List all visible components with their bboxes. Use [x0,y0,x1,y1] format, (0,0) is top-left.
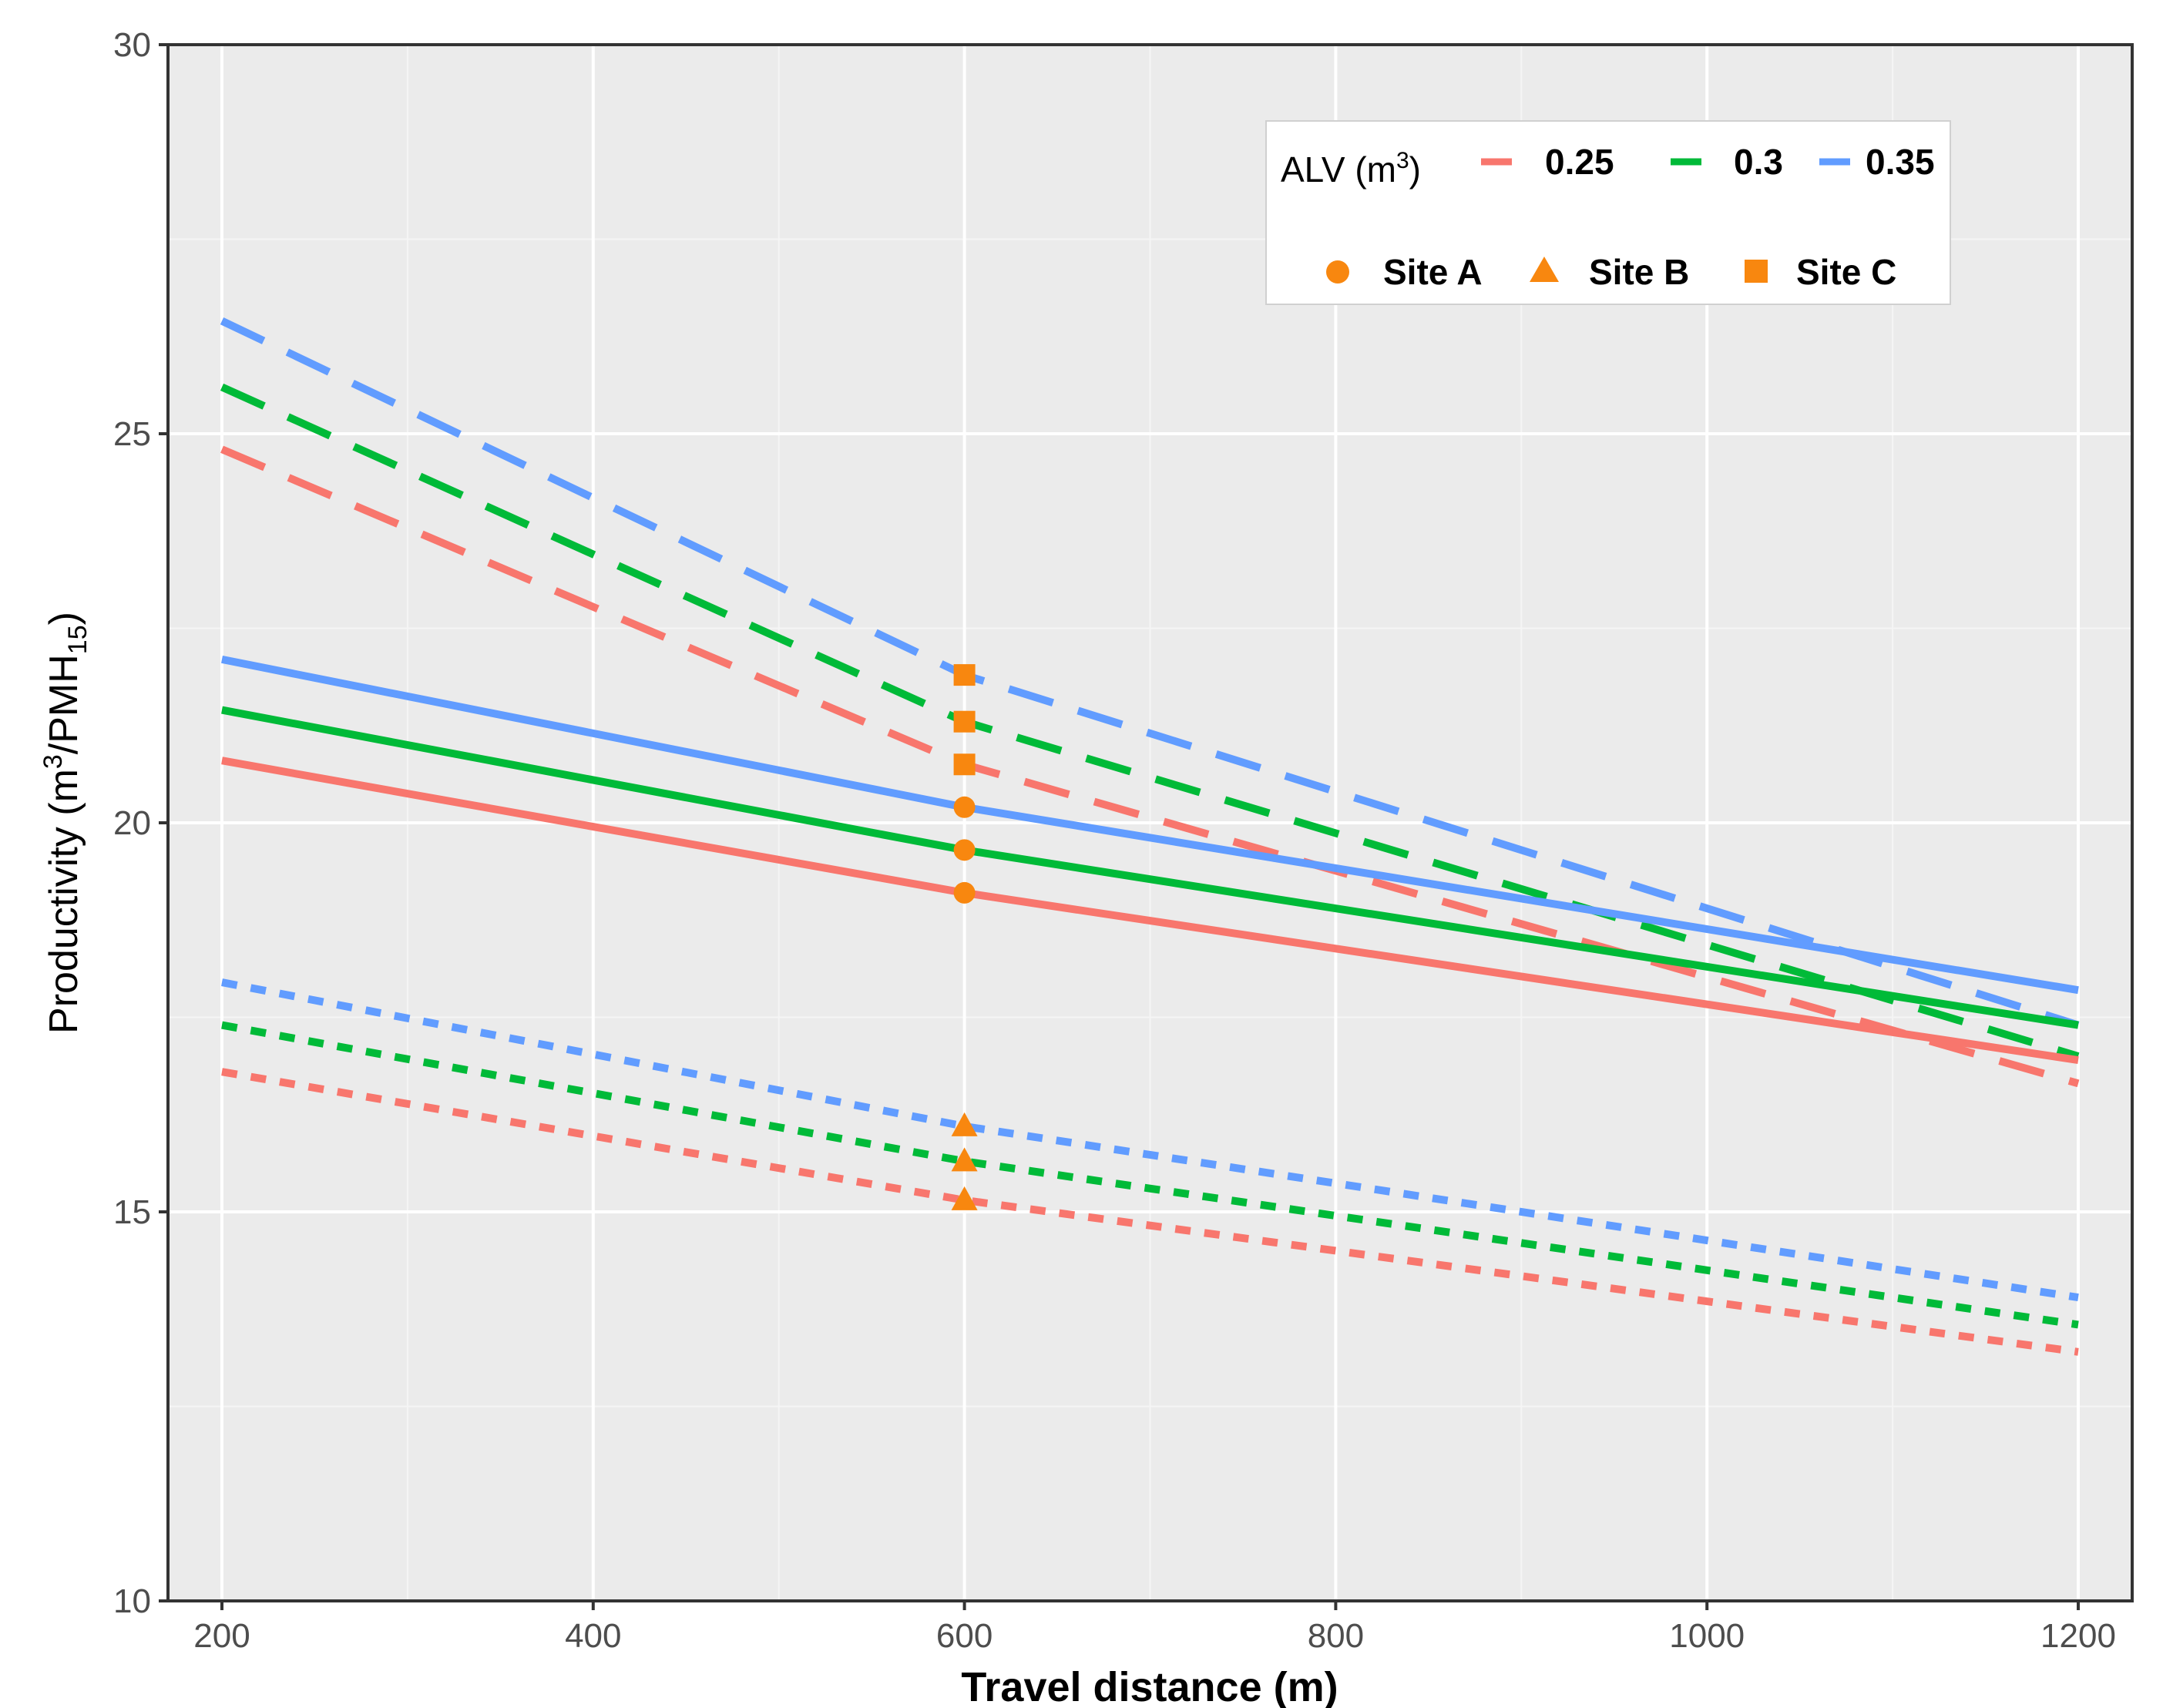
legend-label-alv-025: 0.25 [1545,142,1614,182]
legend-label-site-b: Site B [1589,252,1689,292]
x-tick-label: 400 [565,1617,621,1655]
y-axis-title-end: ) [42,612,86,625]
x-axis-title: Travel distance (m) [961,1664,1338,1708]
marker-site-b-triangle [951,1147,978,1172]
y-axis-title: Productivity (m3/PMH15) [39,612,92,1034]
legend-title-main: ALV (m [1281,149,1396,190]
marker-site-a-circle [953,839,976,861]
y-axis-title-mid: /PMH [42,654,86,754]
series-line-site-b-alv-03 [221,1021,2079,1329]
x-tick-label: 600 [936,1617,992,1655]
marker-site-c-square [953,664,976,686]
marker-site-a-circle [953,796,976,818]
y-tick-label: 30 [113,26,151,64]
y-tick-label: 10 [113,1582,151,1620]
legend-box [1265,120,1951,305]
marker-site-c-square [953,710,976,733]
series-line-site-b-alv-035 [221,978,2079,1302]
legend-key-site-b-triangle [1530,257,1559,282]
marker-site-b-triangle [951,1186,978,1210]
marker-site-b-triangle [951,1112,978,1136]
y-tick-label: 20 [113,804,151,842]
x-tick-label: 1200 [2040,1617,2116,1655]
legend-title: ALV (m3) [1281,148,1421,190]
legend-label-site-a: Site A [1383,252,1483,292]
y-tick-label: 25 [113,415,151,453]
legend-key-site-a-circle [1326,260,1349,284]
x-tick-label: 800 [1308,1617,1364,1655]
axes: 200 400 600 800 1000 1200 10 15 20 25 30 [113,26,2116,1655]
legend-label-site-c: Site C [1796,252,1896,292]
site-markers [951,664,978,1210]
legend-key-site-c-square [1745,260,1768,283]
y-tick-label: 15 [113,1193,151,1231]
legend-label-alv-03: 0.3 [1734,142,1783,182]
y-axis-title-sub: 15 [63,625,92,654]
y-axis-title-main: Productivity (m [42,769,86,1034]
y-axis-title-sup: 3 [39,754,68,769]
legend-title-sup: 3 [1396,148,1409,173]
marker-site-a-circle [953,881,976,904]
x-tick-label: 200 [193,1617,250,1655]
legend: ALV (m3) 0.25 0.3 0.35 Site A Site B Sit… [1265,120,1951,305]
series-line-site-b-alv-025 [221,1068,2079,1356]
x-tick-label: 1000 [1669,1617,1745,1655]
legend-title-end: ) [1409,149,1421,190]
marker-site-c-square [953,753,976,776]
legend-label-alv-035: 0.35 [1866,142,1935,182]
